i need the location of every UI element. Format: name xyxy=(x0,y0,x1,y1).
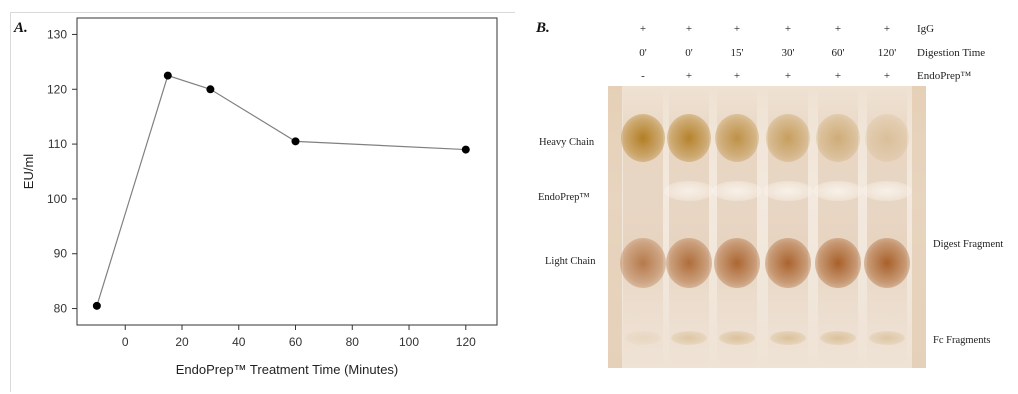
heavy-chain-band xyxy=(667,114,711,162)
gel-image xyxy=(608,86,926,368)
y-tick-label: 120 xyxy=(47,82,67,96)
light-chain-band xyxy=(620,238,666,288)
endoprep-band xyxy=(862,181,912,201)
gel-header-cell: + xyxy=(685,70,693,82)
y-tick-label: 80 xyxy=(54,302,68,316)
data-point xyxy=(206,85,215,94)
endoprep-band xyxy=(813,181,863,201)
gel-header-cell: + xyxy=(733,70,741,82)
light-chain-band xyxy=(714,238,760,288)
gel-header-cell: + xyxy=(834,70,842,82)
gel-header-cell: 120' xyxy=(877,47,897,59)
gel-header-cell: + xyxy=(883,23,891,35)
gel-header-cell: + xyxy=(733,23,741,35)
fc-fragment-band xyxy=(625,331,661,345)
heavy-chain-band xyxy=(865,114,909,162)
gel-header-cell: 30' xyxy=(781,47,795,59)
panel-a-label: A. xyxy=(14,20,28,36)
gel-header-cell: 0' xyxy=(685,47,693,59)
gel-header-cell: 15' xyxy=(730,47,744,59)
y-tick-label: 90 xyxy=(54,247,68,261)
heavy-chain-band xyxy=(816,114,860,162)
fc-fragment-band xyxy=(770,331,806,345)
y-axis-title: EU/ml xyxy=(21,154,36,190)
heavy-chain-band xyxy=(715,114,759,162)
x-axis: 0 20 40 60 80 100 120 xyxy=(122,325,476,349)
gel-header-row-label: EndoPrep™ xyxy=(917,70,972,82)
y-axis: 80 90 100 110 120 130 xyxy=(47,27,77,316)
panel-a-frame-top xyxy=(10,12,515,13)
digest-fragment-label: Digest Fragment xyxy=(933,239,1004,250)
series-line xyxy=(96,74,466,306)
endoprep-band-label: EndoPrep™ xyxy=(538,192,590,203)
gel-header-cell: + xyxy=(685,23,693,35)
gel-header-cell: + xyxy=(883,70,891,82)
x-tick-label: 40 xyxy=(232,335,246,349)
x-tick-label: 60 xyxy=(289,335,303,349)
panel-a-frame-left xyxy=(10,12,11,392)
fc-fragment-band xyxy=(671,331,707,345)
endoprep-band xyxy=(763,181,813,201)
x-axis-title: EndoPrep™ Treatment Time (Minutes) xyxy=(176,362,399,377)
gel-edge-left xyxy=(608,86,622,368)
panel-b-label: B. xyxy=(536,20,550,36)
fc-fragment-band xyxy=(820,331,856,345)
series-points xyxy=(92,71,470,310)
endoprep-band xyxy=(664,181,714,201)
y-tick-label: 110 xyxy=(48,137,67,151)
fc-fragments-label: Fc Fragments xyxy=(933,335,991,346)
light-chain-band xyxy=(864,238,910,288)
heavy-chain-label: Heavy Chain xyxy=(539,137,595,148)
data-point xyxy=(92,301,101,310)
light-chain-band xyxy=(765,238,811,288)
gel-header-cell: 60' xyxy=(831,47,845,59)
plot-area xyxy=(76,17,498,326)
x-tick-label: 80 xyxy=(346,335,360,349)
x-tick-label: 120 xyxy=(456,335,476,349)
gel-header-cell: - xyxy=(641,70,645,82)
x-tick-label: 20 xyxy=(175,335,189,349)
gel-header-cell: + xyxy=(639,23,647,35)
gel-header-row-label: IgG xyxy=(917,23,935,35)
light-chain-band xyxy=(666,238,712,288)
gel-lane xyxy=(818,86,858,368)
light-chain-band xyxy=(815,238,861,288)
gel-header-cell: 0' xyxy=(639,47,647,59)
x-tick-label: 100 xyxy=(399,335,419,349)
line-chart: 80 90 100 110 120 130 0 20 40 60 80 100 120 EU/ml E… xyxy=(21,17,498,377)
heavy-chain-band xyxy=(766,114,810,162)
y-tick-label: 100 xyxy=(47,192,67,206)
gel-header-cell: + xyxy=(784,23,792,35)
heavy-chain-band xyxy=(621,114,665,162)
data-point xyxy=(461,145,470,154)
light-chain-label: Light Chain xyxy=(545,256,596,267)
x-tick-label: 0 xyxy=(122,335,129,349)
fc-fragment-band xyxy=(719,331,755,345)
gel-header-cell: + xyxy=(784,70,792,82)
endoprep-band xyxy=(712,181,762,201)
gel-header-cell: + xyxy=(834,23,842,35)
gel-lane xyxy=(867,86,907,368)
y-tick-label: 130 xyxy=(47,27,67,41)
gel-header-row-label: Digestion Time xyxy=(917,47,986,59)
fc-fragment-band xyxy=(869,331,905,345)
data-point xyxy=(291,137,300,146)
gel-edge-right xyxy=(912,86,926,368)
data-point xyxy=(163,71,172,80)
